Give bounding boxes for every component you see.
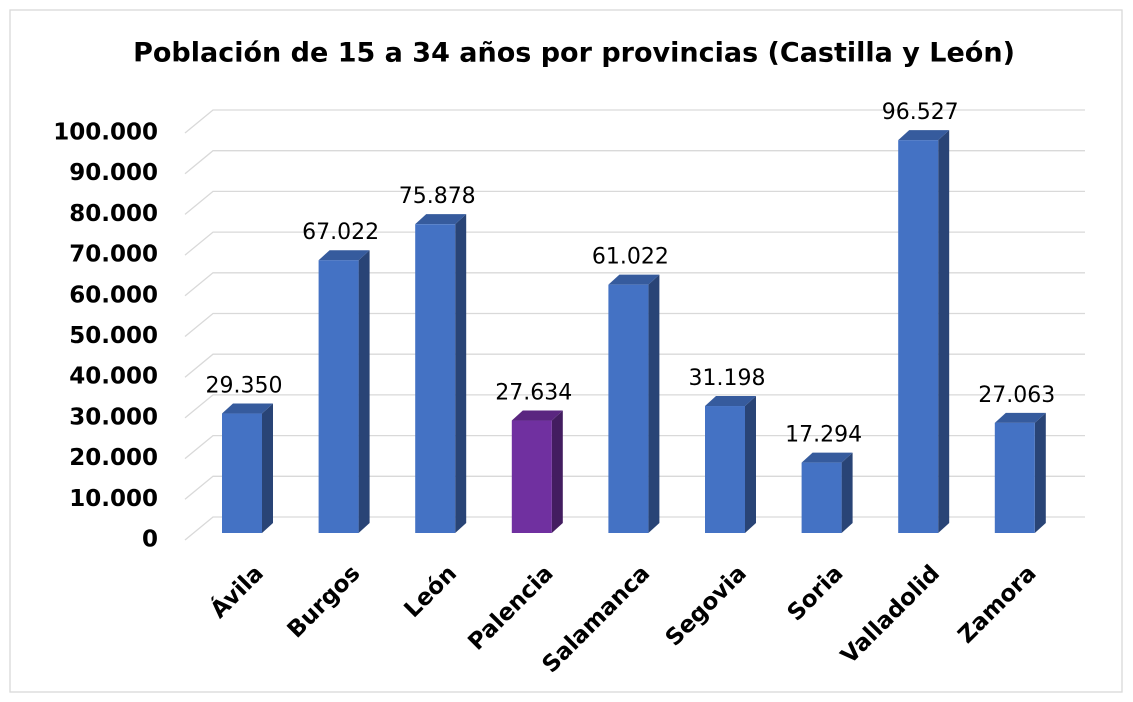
value-label: 96.527: [882, 100, 959, 125]
y-tick-label: 70.000: [69, 242, 158, 268]
value-label: 27.634: [495, 381, 572, 406]
bar: [318, 250, 370, 533]
grid-line: [184, 150, 1085, 175]
value-label: 29.350: [206, 374, 283, 399]
bar-front: [318, 260, 359, 533]
bar-top: [511, 410, 563, 421]
y-tick-label: 50.000: [69, 323, 158, 349]
bar-top: [994, 412, 1046, 423]
bar-side: [262, 403, 273, 533]
bar-side: [745, 396, 756, 533]
value-label: 17.294: [785, 423, 862, 448]
bar-front: [608, 284, 649, 533]
bar-front: [415, 224, 456, 533]
bar-side: [455, 214, 467, 533]
bar-top: [705, 396, 756, 407]
bar-side: [648, 274, 660, 533]
y-tick-label: 90.000: [69, 160, 158, 186]
bar-front: [801, 462, 842, 533]
bar-top: [415, 214, 467, 225]
bar-front: [994, 422, 1035, 533]
bar-front: [222, 413, 262, 533]
grid-line: [184, 434, 1085, 460]
bar: [511, 410, 563, 533]
y-tick-label: 60.000: [69, 282, 158, 308]
y-tick-label: 100.000: [53, 120, 158, 146]
y-tick-label: 40.000: [69, 364, 158, 390]
value-label: 75.878: [399, 184, 476, 209]
grid-line: [184, 516, 1085, 541]
grid-line: [184, 353, 1085, 378]
value-label: 61.022: [592, 245, 669, 270]
bar-side: [358, 250, 370, 533]
bar-side: [551, 410, 563, 533]
bar-front: [705, 406, 745, 533]
bar-top: [898, 130, 950, 141]
grid-line: [184, 190, 1085, 215]
bar: [705, 396, 756, 533]
y-tick-label: 80.000: [69, 201, 158, 227]
grid-line: [184, 312, 1085, 338]
value-label: 67.022: [302, 220, 379, 245]
bar-side: [938, 130, 950, 533]
grid-line: [184, 272, 1085, 297]
bar-side: [1034, 412, 1046, 533]
bar: [608, 274, 660, 533]
bar: [994, 412, 1046, 533]
grid-line: [184, 231, 1085, 256]
bar: [898, 130, 950, 533]
chart-title: Población de 15 a 34 años por provincias…: [133, 38, 1015, 69]
grid-line: [184, 475, 1085, 500]
y-tick-label: 30.000: [69, 404, 158, 430]
bar: [222, 403, 273, 533]
value-label: 31.198: [689, 366, 766, 391]
bar: [415, 214, 467, 533]
bar-front: [511, 420, 552, 533]
bar-top: [608, 274, 660, 285]
bar: [801, 452, 853, 533]
y-tick-label: 0: [142, 527, 158, 553]
bar-top: [222, 403, 273, 414]
bar-top: [801, 452, 853, 463]
y-tick-label: 10.000: [69, 486, 158, 512]
bar-side: [841, 452, 853, 533]
bar-front: [898, 140, 939, 533]
grid-line: [184, 394, 1085, 419]
value-label: 27.063: [978, 383, 1055, 408]
y-tick-label: 20.000: [69, 445, 158, 471]
grid-line: [184, 109, 1085, 134]
bar-top: [318, 250, 370, 261]
